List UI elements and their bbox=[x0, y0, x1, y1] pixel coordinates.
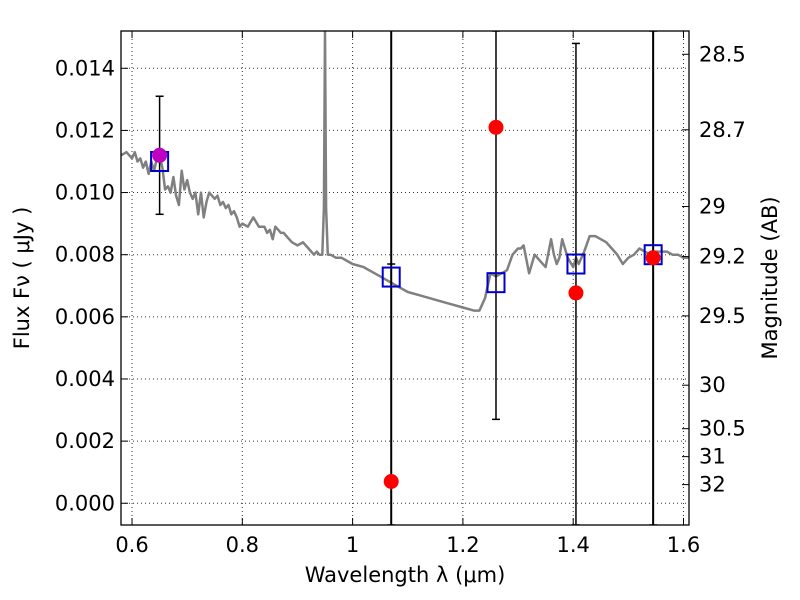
magnitude-tick-label: 29 bbox=[699, 195, 726, 219]
x-tick-label: 1.6 bbox=[667, 533, 700, 557]
model-photometry-square bbox=[566, 253, 586, 275]
x-tick-label: 1.4 bbox=[556, 533, 589, 557]
y-tick-label: 0.012 bbox=[55, 118, 115, 142]
magnitude-axis-title: Magnitude (AB) bbox=[758, 196, 782, 359]
x-tick-label: 0.6 bbox=[115, 533, 148, 557]
model-sed-line bbox=[121, 31, 689, 312]
y-axis-title: Flux Fν ( μJy ) bbox=[10, 207, 34, 350]
magnitude-tick-label: 30 bbox=[699, 373, 726, 397]
data-layer bbox=[121, 31, 689, 525]
model-photometry-square bbox=[486, 272, 506, 294]
x-tick-label: 1.2 bbox=[446, 533, 479, 557]
observed-flux-point bbox=[645, 250, 661, 266]
magnitude-tick-label: 29.5 bbox=[699, 304, 746, 328]
plot-area bbox=[121, 31, 689, 525]
magnitude-axis: 28.5 28.7 29 29.2 29.5 30 30.5 31 32 bbox=[682, 42, 746, 497]
grid bbox=[121, 31, 689, 525]
y-tick-label: 0.004 bbox=[55, 367, 115, 391]
magnitude-tick-label: 31 bbox=[699, 445, 726, 469]
x-axis: 0.6 0.8 1 1.2 1.4 1.6 bbox=[115, 31, 700, 557]
y-tick-label: 0.014 bbox=[55, 56, 115, 80]
y-tick-label: 0.006 bbox=[55, 305, 115, 329]
magnitude-tick-label: 30.5 bbox=[699, 417, 746, 441]
y-tick-label: 0.000 bbox=[55, 491, 115, 515]
x-axis-title: Wavelength λ (μm) bbox=[305, 563, 506, 587]
plot-frame bbox=[120, 30, 690, 526]
y-tick-label: 0.002 bbox=[55, 429, 115, 453]
y-axis: 0.000 0.002 0.004 0.006 0.008 0.010 0.012 0.014 bbox=[55, 56, 128, 515]
magnitude-tick-label: 32 bbox=[699, 473, 726, 497]
x-tick-label: 0.8 bbox=[226, 533, 259, 557]
magnitude-tick-label: 28.5 bbox=[699, 42, 746, 66]
model-photometry-square bbox=[381, 266, 401, 288]
magnitude-tick-label: 28.7 bbox=[699, 118, 746, 142]
observed-flux-point bbox=[568, 285, 584, 301]
observed-flux-point bbox=[152, 147, 168, 163]
x-tick-label: 1 bbox=[346, 533, 359, 557]
magnitude-tick-label: 29.2 bbox=[699, 245, 746, 269]
observed-flux-point bbox=[488, 119, 504, 135]
y-tick-label: 0.008 bbox=[55, 243, 115, 267]
y-tick-label: 0.010 bbox=[55, 181, 115, 205]
observed-flux-point bbox=[383, 474, 399, 490]
